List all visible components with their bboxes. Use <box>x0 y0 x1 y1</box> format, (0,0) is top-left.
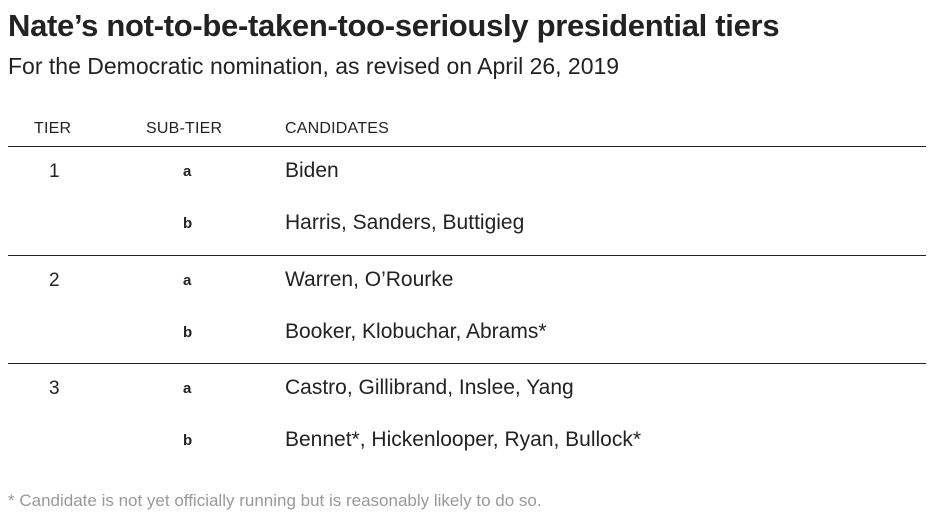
column-header-tier: TIER <box>34 120 72 137</box>
tier-group-3: 3 a Castro, Gillibrand, Inslee, Yang b B… <box>0 364 938 472</box>
tier-number: 3 <box>49 378 60 399</box>
subtier-label: a <box>183 272 192 289</box>
subtier-label: b <box>183 215 193 232</box>
candidate-list: Bennet*, Hickenlooper, Ryan, Bullock* <box>285 428 642 451</box>
footnote: * Candidate is not yet officially runnin… <box>8 491 542 510</box>
candidate-list: Harris, Sanders, Buttigieg <box>285 211 525 234</box>
candidate-list: Castro, Gillibrand, Inslee, Yang <box>285 376 574 399</box>
column-header-subtier: SUB-TIER <box>146 120 223 137</box>
subtier-label: a <box>183 380 192 397</box>
subtier-label: b <box>183 432 193 449</box>
candidate-list: Booker, Klobuchar, Abrams* <box>285 320 547 343</box>
candidate-list: Biden <box>285 159 339 182</box>
tier-group-2: 2 a Warren, O’Rourke b Booker, Klobuchar… <box>0 256 938 364</box>
page-subtitle: For the Democratic nomination, as revise… <box>8 53 620 79</box>
candidate-list: Warren, O’Rourke <box>285 268 454 291</box>
tier-group-1: 1 a Biden b Harris, Sanders, Buttigieg <box>0 147 938 255</box>
tier-number: 1 <box>49 161 60 182</box>
column-header-candidates: CANDIDATES <box>285 120 389 137</box>
subtier-label: a <box>183 163 192 180</box>
tier-divider <box>8 363 926 364</box>
subtier-label: b <box>183 324 193 341</box>
tier-number: 2 <box>49 270 60 291</box>
tier-divider <box>8 255 926 256</box>
header-rule <box>8 146 926 147</box>
page-title: Nate’s not-to-be-taken-too-seriously pre… <box>8 8 780 43</box>
